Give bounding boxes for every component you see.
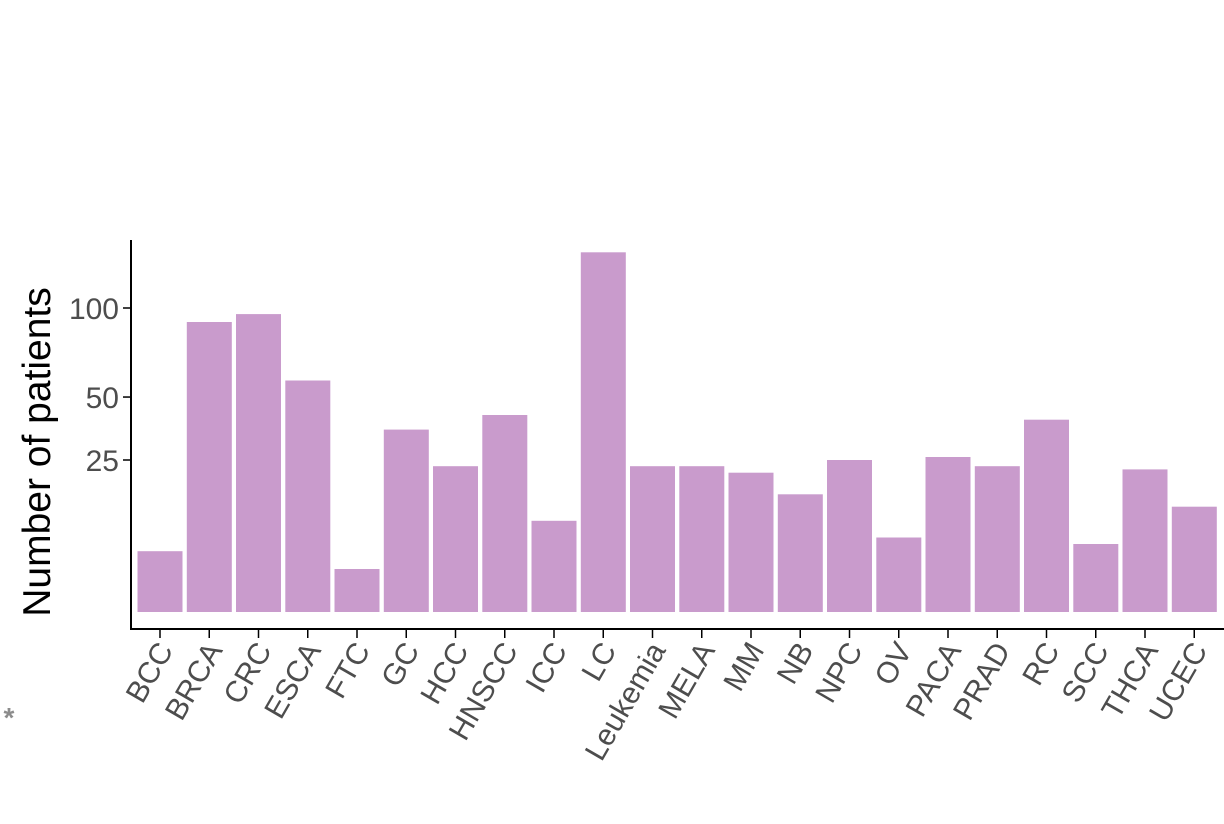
- bar-hcc: [433, 466, 478, 612]
- x-tick-label: OV: [869, 637, 919, 691]
- x-tick-label: FTC: [319, 637, 377, 704]
- bar-paca: [925, 457, 971, 612]
- axes-group: [130, 240, 1224, 630]
- bar-crc: [236, 314, 281, 612]
- x-tick-label: LC: [576, 637, 624, 687]
- bar-ucec: [1171, 506, 1217, 612]
- bar-leukemia: [630, 466, 675, 612]
- x-tick-label: MM: [717, 637, 771, 697]
- footnote-mark: *: [4, 702, 15, 733]
- y-tick-label: 50: [86, 382, 119, 415]
- bars-group: [137, 252, 1217, 613]
- y-axis-label: Number of patients: [16, 287, 59, 617]
- y-ticks-group: 25 50 100: [69, 293, 131, 478]
- x-tick-label: RC: [1016, 637, 1066, 691]
- bar-nb: [777, 494, 823, 612]
- bar-prad: [974, 466, 1020, 612]
- x-tick-label: NPC: [809, 637, 869, 708]
- bar-brca: [186, 322, 232, 612]
- bar-lc: [580, 252, 626, 613]
- bar-icc: [531, 520, 577, 612]
- bar-mm: [728, 472, 774, 612]
- bar-npc: [827, 460, 872, 612]
- bar-ftc: [334, 569, 380, 612]
- bar-esca: [285, 380, 331, 612]
- bar-bcc: [137, 551, 183, 612]
- y-tick-label: 100: [69, 293, 119, 326]
- bar-hnscc: [482, 415, 528, 612]
- bar-mela: [679, 466, 725, 612]
- bar-ov: [876, 537, 922, 612]
- bar-rc: [1024, 419, 1069, 612]
- bar-scc: [1073, 544, 1119, 612]
- x-tick-label: ICC: [520, 637, 574, 698]
- x-tick-label: NB: [771, 637, 820, 690]
- y-tick-label: 25: [86, 445, 119, 478]
- bar-gc: [383, 429, 429, 612]
- bar-thca: [1122, 469, 1168, 612]
